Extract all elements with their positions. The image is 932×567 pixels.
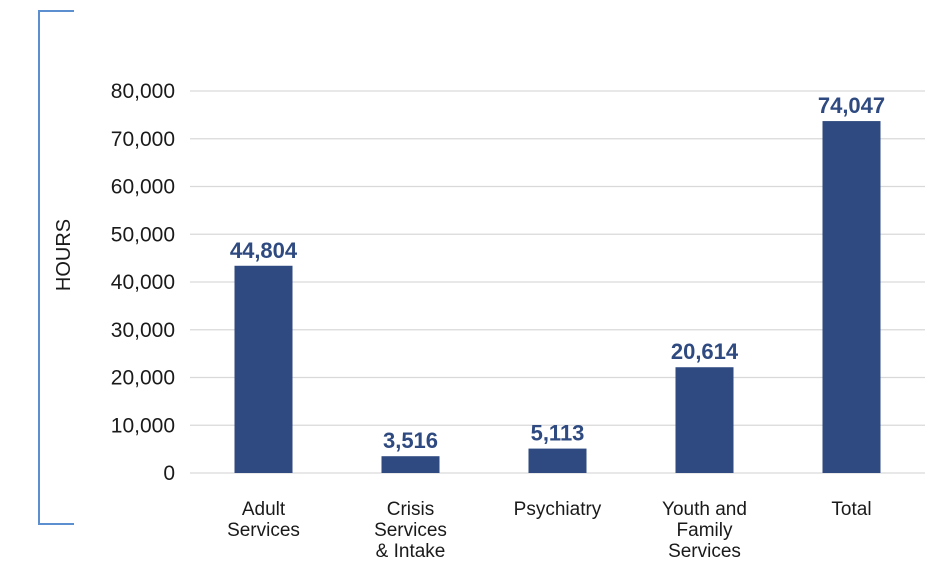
y-tick-label: 30,000 (111, 319, 175, 342)
data-label: 74,047 (818, 93, 885, 118)
y-tick-label: 70,000 (111, 128, 175, 151)
y-tick-label: 60,000 (111, 176, 175, 199)
bar (381, 456, 440, 473)
x-tick-label: Youth and Family Services (662, 499, 747, 562)
x-tick-label: Crisis Services & Intake (374, 499, 447, 562)
y-tick-label: 40,000 (111, 271, 175, 294)
data-label: 20,614 (671, 339, 739, 364)
bar (528, 448, 587, 473)
decorative-bracket (38, 10, 74, 525)
data-label: 44,804 (230, 238, 298, 263)
x-tick-label: Adult Services (227, 499, 300, 541)
data-label: 3,516 (383, 428, 438, 453)
y-tick-label: 0 (163, 462, 175, 485)
bar (675, 367, 734, 473)
data-label: 5,113 (531, 421, 585, 446)
x-tick-label: Total (831, 499, 871, 520)
bar (234, 265, 293, 473)
y-tick-label: 10,000 (111, 414, 175, 437)
y-tick-label: 50,000 (111, 223, 175, 246)
y-tick-label: 80,000 (111, 80, 175, 103)
x-tick-label: Psychiatry (514, 499, 602, 520)
y-axis-label: HOURS (53, 219, 75, 291)
bar (822, 121, 881, 474)
y-tick-label: 20,000 (111, 367, 175, 390)
